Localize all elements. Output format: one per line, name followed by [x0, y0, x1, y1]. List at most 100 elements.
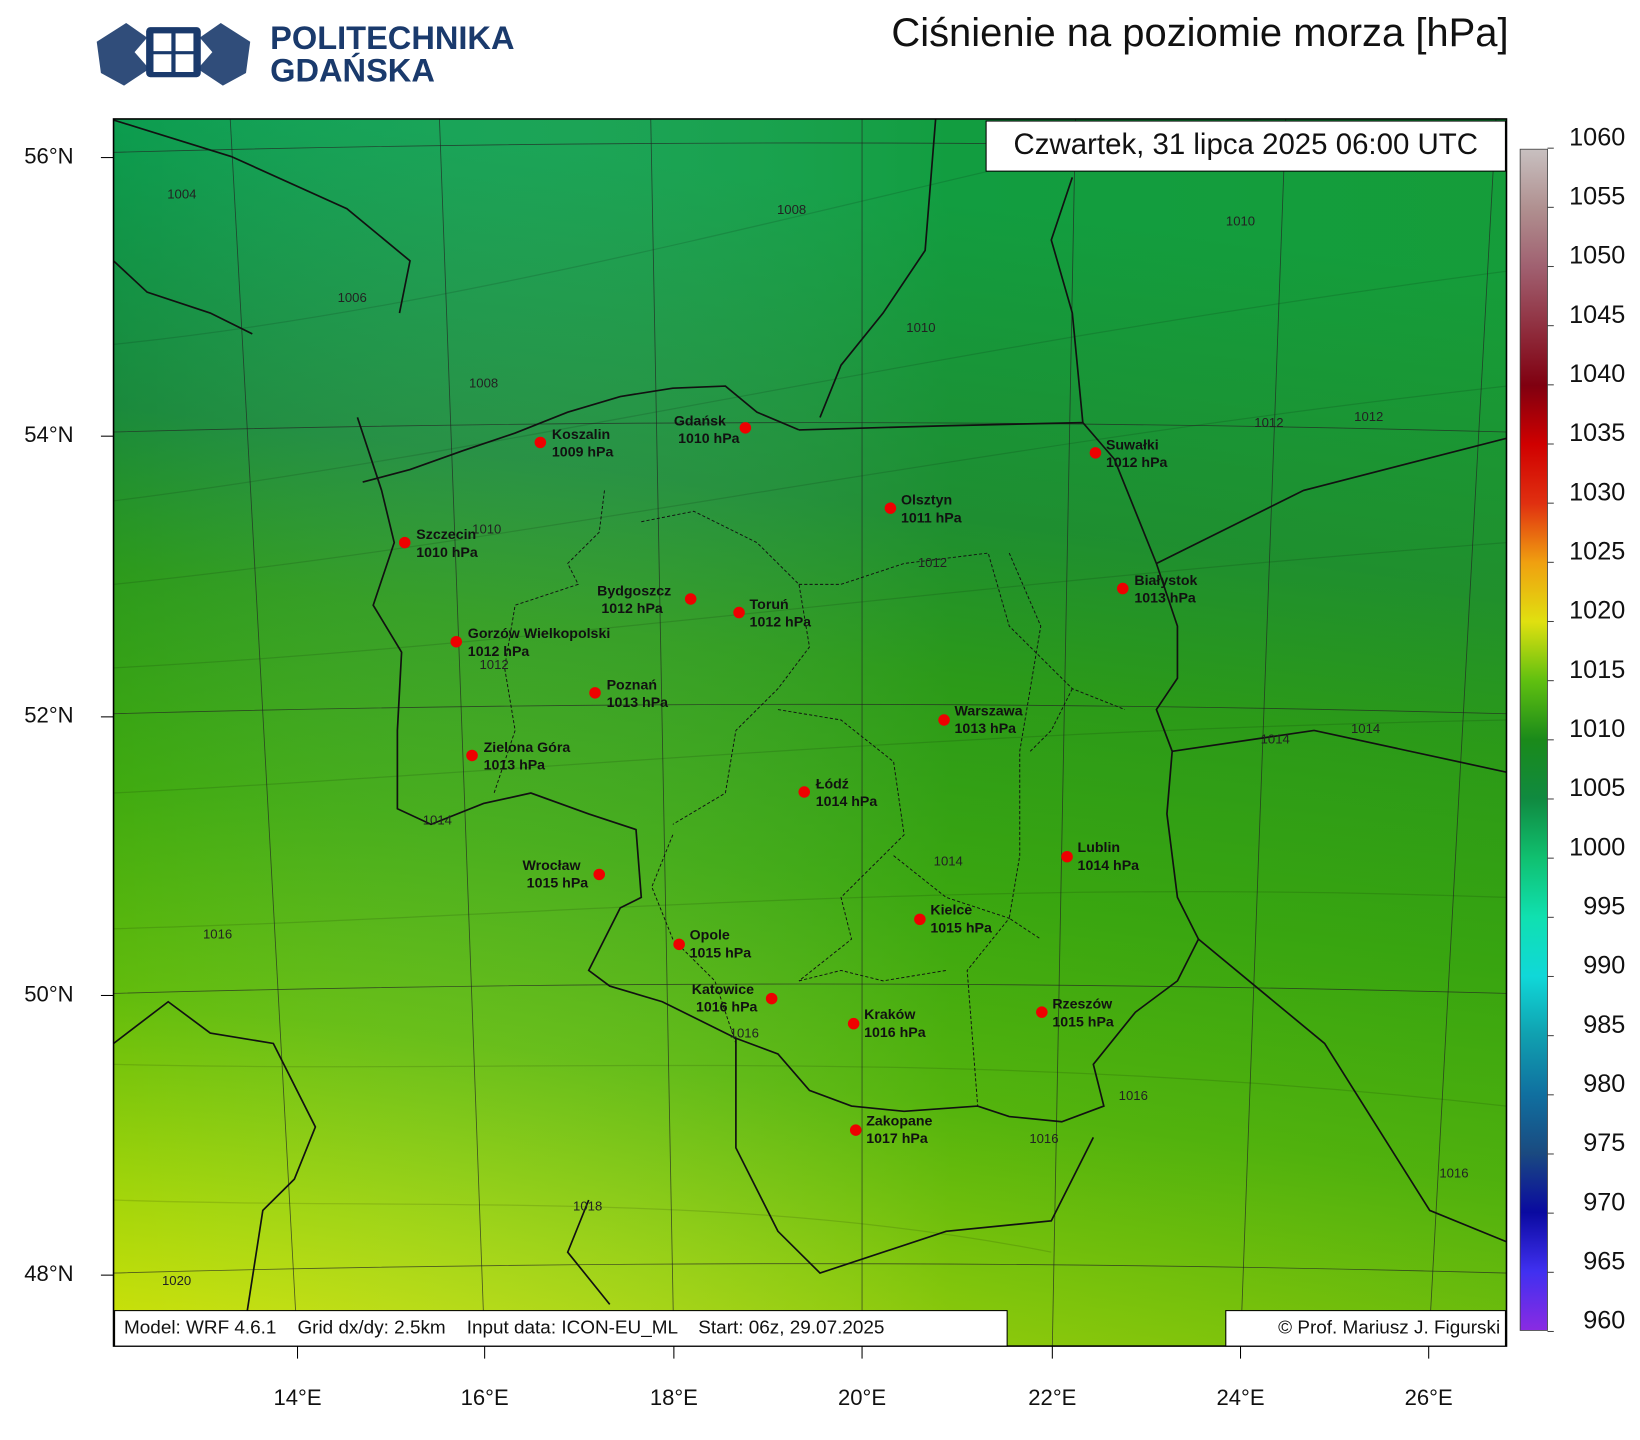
city-marker [466, 749, 478, 762]
city-pressure: 1017 hPa [866, 1130, 928, 1146]
city-name: Kraków [864, 1006, 916, 1022]
city-pressure: 1015 hPa [527, 875, 589, 891]
colorbar-label: 1040 [1569, 360, 1625, 388]
city-pressure: 1015 hPa [1052, 1013, 1114, 1029]
lon-label: 24°E [1216, 1385, 1264, 1410]
city-marker [733, 606, 745, 619]
colorbar-label: 1010 [1569, 715, 1625, 743]
city-pressure: 1011 hPa [901, 509, 962, 525]
contour-label: 1014 [1351, 721, 1380, 736]
contour-label: 1020 [162, 1273, 191, 1288]
contour-label: 1016 [730, 1026, 759, 1041]
city-name: Wrocław [522, 857, 581, 873]
contour-label: 1012 [1254, 415, 1283, 430]
colorbar-label: 970 [1583, 1188, 1625, 1216]
contour-label: 1014 [423, 813, 452, 828]
city-name: Białystok [1134, 572, 1197, 588]
logo-emblem [96, 22, 251, 86]
city-marker [847, 1017, 860, 1030]
city-pressure: 1013 hPa [955, 720, 1017, 736]
borders [113, 118, 1507, 1347]
city-name: Lublin [1078, 839, 1121, 855]
timestamp: Czwartek, 31 lipca 2025 06:00 UTC [1014, 128, 1478, 161]
contour-label: 1016 [203, 926, 232, 941]
lat-label: 54°N [24, 422, 73, 447]
city-name: Koszalin [552, 426, 610, 442]
city-marker [589, 687, 601, 699]
contour-label: 1012 [1354, 409, 1383, 424]
contour-label: 1016 [1439, 1165, 1468, 1180]
colorbar [1519, 148, 1548, 1331]
colorbar-label: 995 [1583, 893, 1625, 921]
city-pressure: 1012 hPa [601, 600, 663, 616]
city-marker [450, 636, 463, 648]
contour-label: 1004 [167, 187, 196, 202]
city-name: Bydgoszcz [597, 582, 671, 598]
contour-label: 1018 [573, 1199, 602, 1214]
city-name: Łódź [816, 775, 849, 791]
contour-label: 1010 [472, 522, 501, 537]
colorbar-label: 1060 [1569, 123, 1625, 151]
city-name: Szczecin [416, 526, 476, 542]
city-pressure: 1012 hPa [468, 643, 530, 659]
footer-model: Model: WRF 4.6.1 Grid dx/dy: 2.5km Input… [124, 1316, 884, 1338]
city-pressure: 1010 hPa [416, 544, 478, 560]
city-marker [798, 786, 811, 798]
colorbar-label: 990 [1583, 952, 1625, 980]
contour-label: 1008 [777, 202, 806, 217]
city-marker [884, 502, 897, 514]
city-pressure: 1012 hPa [1106, 454, 1168, 470]
pressure-field-shade [113, 118, 1507, 1347]
city-name: Zielona Góra [484, 739, 571, 755]
contour-label: 1014 [934, 853, 963, 868]
colorbar-label: 1035 [1569, 419, 1625, 447]
timestamp-box [985, 120, 1506, 172]
city-pressure: 1015 hPa [690, 945, 752, 961]
city-name: Toruń [750, 596, 789, 612]
contour-label: 1016 [1119, 1088, 1148, 1103]
city-pressure: 1016 hPa [696, 999, 758, 1015]
contour-label: 1012 [480, 657, 509, 672]
city-pressure: 1010 hPa [678, 430, 740, 446]
city-marker [914, 913, 926, 926]
colorbar-label: 1000 [1569, 833, 1625, 861]
lat-label: 52°N [24, 703, 73, 728]
contour-label: 1010 [906, 320, 935, 335]
city-pressure: 1014 hPa [816, 793, 878, 809]
city-marker [1036, 1006, 1048, 1018]
colorbar-label: 1020 [1569, 597, 1625, 625]
city-name: Opole [690, 927, 730, 943]
city-marker [739, 422, 752, 434]
city-name: Gorzów Wielkopolski [468, 625, 610, 641]
lat-label: 48°N [24, 1261, 73, 1286]
map-area [113, 118, 1507, 1347]
city-pressure: 1009 hPa [552, 444, 614, 460]
colorbar-label: 965 [1583, 1248, 1625, 1276]
contour-label: 1016 [1029, 1131, 1058, 1146]
lat-label: 50°N [24, 981, 73, 1006]
lon-label: 26°E [1405, 1385, 1453, 1410]
city-marker [765, 992, 778, 1005]
city-marker [398, 536, 411, 549]
logo-text: GDAŃSKA [270, 52, 435, 89]
city-marker [1116, 582, 1129, 595]
city-pressure: 1013 hPa [484, 757, 546, 773]
credit-box [1225, 1310, 1506, 1347]
footer-credit: © Prof. Mariusz J. Figurski [1278, 1316, 1500, 1337]
dynamic-layer: 56°N 54°N 52°N 50°N 48°N 14°E 16°E 18°E 20°E 22°E… [24, 123, 1625, 1410]
colorbar-label: 1030 [1569, 478, 1625, 506]
contour-label: 1012 [918, 555, 947, 570]
contour-label: 1006 [338, 290, 367, 305]
lon-label: 18°E [650, 1385, 698, 1410]
logo-text: POLITECHNIKA [270, 20, 514, 56]
city-marker [1061, 850, 1073, 863]
footer-box [114, 1310, 1008, 1347]
city-name: Rzeszów [1052, 996, 1113, 1012]
city-marker [938, 714, 950, 726]
colorbar-label: 985 [1583, 1011, 1625, 1039]
lon-label: 14°E [273, 1385, 321, 1410]
colorbar-label: 1005 [1569, 774, 1625, 802]
colorbar-label: 1015 [1569, 656, 1625, 684]
